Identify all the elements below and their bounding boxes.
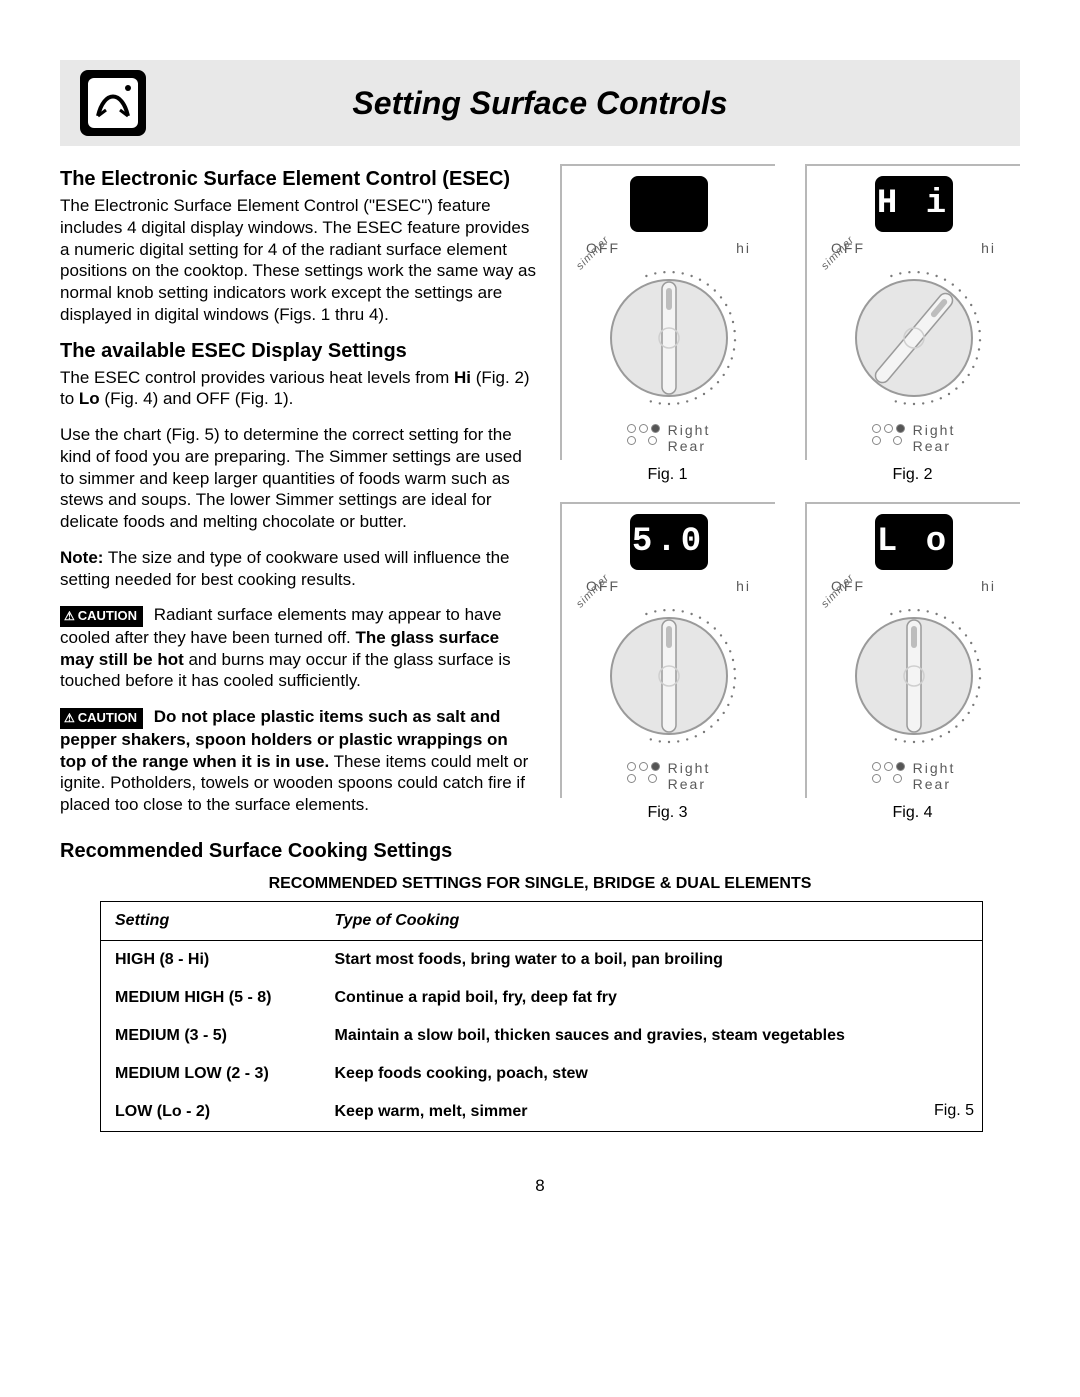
page-number: 8 xyxy=(60,1176,1020,1196)
settings-table: Setting Type of Cooking HIGH (8 - Hi) St… xyxy=(100,901,983,1132)
table-row: MEDIUM LOW (2 - 3) Keep foods cooking, p… xyxy=(101,1055,983,1093)
position-indicator: Right Rear xyxy=(813,422,1014,454)
position-right: Right xyxy=(668,760,711,776)
hi-label: hi xyxy=(736,578,751,594)
figure-caption: Fig. 3 xyxy=(560,804,775,822)
figure-caption: Fig. 4 xyxy=(805,804,1020,822)
cell-setting: MEDIUM HIGH (5 - 8) xyxy=(101,979,321,1017)
p1-lo: Lo xyxy=(79,389,100,408)
position-right: Right xyxy=(913,760,956,776)
right-column: OFF hi simmer Right Rear xyxy=(560,164,1020,830)
p1-hi: Hi xyxy=(454,368,471,387)
position-indicator: Right Rear xyxy=(813,760,1014,792)
cell-type: Continue a rapid boil, fry, deep fat fry xyxy=(321,979,983,1017)
col-type: Type of Cooking xyxy=(321,902,983,941)
col-setting: Setting xyxy=(101,902,321,941)
cell-setting: HIGH (8 - Hi) xyxy=(101,941,321,980)
p1-post: (Fig. 4) and OFF (Fig. 1). xyxy=(100,389,294,408)
caution-2: CAUTION Do not place plastic items such … xyxy=(60,706,536,816)
caution-badge-icon: CAUTION xyxy=(60,606,143,627)
figure-caption: Fig. 1 xyxy=(560,466,775,484)
position-indicator: Right Rear xyxy=(568,760,769,792)
position-right: Right xyxy=(913,422,956,438)
figure-grid: OFF hi simmer Right Rear xyxy=(560,164,1020,830)
hi-label: hi xyxy=(981,578,996,594)
burner-position-icon xyxy=(627,762,660,790)
display-p1: The ESEC control provides various heat l… xyxy=(60,367,536,411)
left-column: The Electronic Surface Element Control (… xyxy=(60,164,536,830)
table-row: MEDIUM HIGH (5 - 8) Continue a rapid boi… xyxy=(101,979,983,1017)
position-rear: Rear xyxy=(913,438,951,454)
knob-panel: OFF hi simmer Right Rear xyxy=(560,164,775,460)
note-label: Note: xyxy=(60,548,103,567)
knob-panel: H i OFF hi simmer Right xyxy=(805,164,1020,460)
position-right: Right xyxy=(668,422,711,438)
page-title: Setting Surface Controls xyxy=(146,85,1020,122)
caution-1: CAUTION Radiant surface elements may app… xyxy=(60,604,536,692)
hi-label: hi xyxy=(981,240,996,256)
cell-type: Maintain a slow boil, thicken sauces and… xyxy=(321,1017,983,1055)
position-indicator: Right Rear xyxy=(568,422,769,454)
cell-type: Start most foods, bring water to a boil,… xyxy=(321,941,983,980)
esec-display: 5.0 xyxy=(630,514,708,570)
display-p2: Use the chart (Fig. 5) to determine the … xyxy=(60,424,536,533)
display-note: Note: The size and type of cookware used… xyxy=(60,547,536,591)
cell-setting: MEDIUM (3 - 5) xyxy=(101,1017,321,1055)
position-rear: Rear xyxy=(668,776,706,792)
esec-display xyxy=(630,176,708,232)
burner-position-icon xyxy=(627,424,660,452)
hi-label: hi xyxy=(736,240,751,256)
title-bar: Setting Surface Controls xyxy=(60,60,1020,146)
burner-position-icon xyxy=(872,424,905,452)
position-rear: Rear xyxy=(668,438,706,454)
cell-type: Keep foods cooking, poach, stew xyxy=(321,1055,983,1093)
knob-panel: L o OFF hi simmer Right xyxy=(805,502,1020,798)
esec-heading: The Electronic Surface Element Control (… xyxy=(60,168,536,191)
knob-panel: 5.0 OFF hi simmer Right xyxy=(560,502,775,798)
esec-display: H i xyxy=(875,176,953,232)
caution-badge-icon: CAUTION xyxy=(60,708,143,729)
knob-dial: simmer xyxy=(568,258,769,418)
knob-dial: simmer xyxy=(813,258,1014,418)
p1-pre: The ESEC control provides various heat l… xyxy=(60,368,454,387)
knob-dial: simmer xyxy=(813,596,1014,756)
esec-body: The Electronic Surface Element Control (… xyxy=(60,195,536,326)
table-row: HIGH (8 - Hi) Start most foods, bring wa… xyxy=(101,941,983,980)
display-heading: The available ESEC Display Settings xyxy=(60,340,536,363)
table-title: RECOMMENDED SETTINGS FOR SINGLE, BRIDGE … xyxy=(60,875,1020,893)
content-columns: The Electronic Surface Element Control (… xyxy=(60,164,1020,830)
burner-position-icon xyxy=(872,762,905,790)
table-row: MEDIUM (3 - 5) Maintain a slow boil, thi… xyxy=(101,1017,983,1055)
position-rear: Rear xyxy=(913,776,951,792)
cell-setting: MEDIUM LOW (2 - 3) xyxy=(101,1055,321,1093)
note-text: The size and type of cookware used will … xyxy=(60,548,510,589)
knob-dial: simmer xyxy=(568,596,769,756)
logo-icon xyxy=(80,70,146,136)
figure-caption: Fig. 2 xyxy=(805,466,1020,484)
table-header-row: Setting Type of Cooking xyxy=(101,902,983,941)
recommended-heading: Recommended Surface Cooking Settings xyxy=(60,840,1020,863)
esec-display: L o xyxy=(875,514,953,570)
